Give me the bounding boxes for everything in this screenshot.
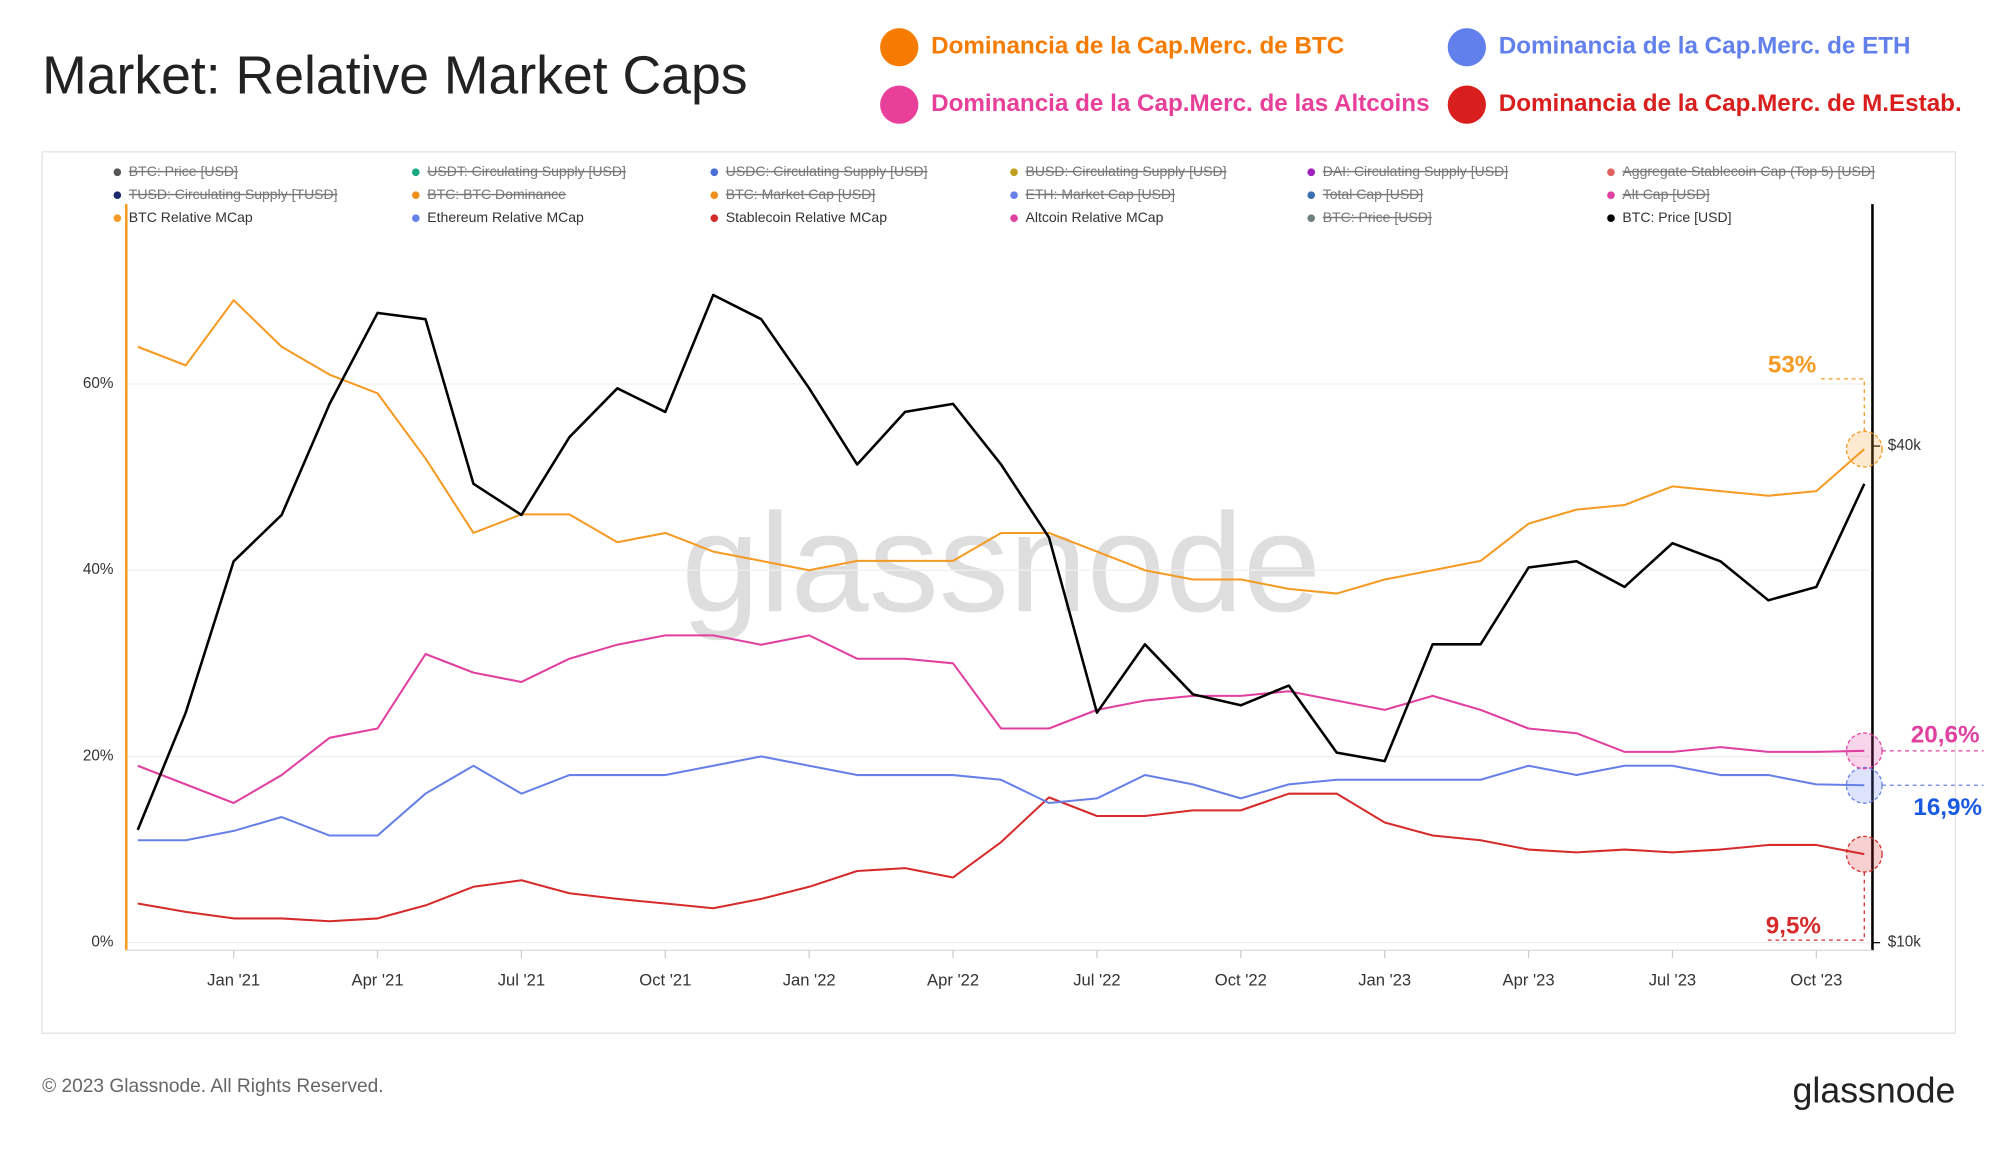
series-line (137, 634, 1865, 805)
legend-label: DAI: Circulating Supply [USD] (1323, 163, 1508, 179)
x-tick-label: Oct '23 (1790, 970, 1842, 989)
header-legend-dot (1447, 85, 1486, 124)
legend-label: BTC: Price [USD] (1622, 209, 1731, 225)
legend-label: BUSD: Circulating Supply [USD] (1026, 163, 1227, 179)
header-legend-dot (880, 28, 919, 67)
header-legend-label: Dominancia de la Cap.Merc. de las Altcoi… (931, 90, 1429, 117)
x-tick-label: Jul '21 (498, 970, 545, 989)
panel (41, 151, 1956, 1034)
x-tick-label: Jul '22 (1073, 970, 1120, 989)
end-marker (1845, 732, 1883, 770)
x-tick-label: Jan '21 (207, 970, 260, 989)
legend-dot (1010, 191, 1018, 200)
y-tick-label: 0% (91, 934, 114, 951)
x-tick-label: Oct '21 (639, 970, 691, 989)
series-line (136, 293, 1866, 831)
x-tick-label: Jan '23 (1358, 970, 1411, 989)
series-line (137, 755, 1865, 842)
legend-dot (411, 168, 420, 177)
legend-dot (710, 191, 719, 200)
legend-label: BTC: Price [USD] (129, 163, 238, 179)
legend-label: BTC: BTC Dominance (427, 186, 566, 202)
annotation-label: 9,5% (1766, 913, 1821, 940)
copyright: © 2023 Glassnode. All Rights Reserved. (42, 1076, 384, 1097)
x-tick-label: Apr '23 (1503, 970, 1555, 989)
legend-label: BTC Relative MCap (129, 209, 253, 225)
legend-dot (411, 191, 420, 200)
x-tick-label: Jan '22 (783, 970, 836, 989)
y2-tick-label: $10k (1888, 934, 1922, 951)
annotation-leader (1817, 378, 1865, 432)
legend-dot (1307, 168, 1316, 177)
legend-dot (1307, 214, 1316, 222)
legend-label: BTC: Market Cap [USD] (726, 186, 876, 202)
legend-label: USDC: Circulating Supply [USD] (726, 163, 928, 179)
y-tick-label: 40% (83, 561, 114, 578)
legend-label: Stablecoin Relative MCap (726, 209, 887, 225)
legend-dot (113, 214, 122, 222)
y-tick-label: 20% (83, 747, 114, 764)
legend-dot (1607, 168, 1615, 177)
legend-dot (710, 214, 719, 222)
legend-dot (113, 168, 122, 177)
x-tick-label: Oct '22 (1215, 970, 1267, 989)
annotation-label: 16,9% (1913, 794, 1982, 821)
end-marker (1845, 430, 1883, 468)
series-line (137, 792, 1865, 923)
legend-label: Ethereum Relative MCap (427, 209, 584, 225)
header-legend-label: Dominancia de la Cap.Merc. de ETH (1499, 33, 1911, 60)
legend-label: Aggregate Stablecoin Cap (Top 5) [USD] (1622, 163, 1874, 179)
header-legend-label: Dominancia de la Cap.Merc. de BTC (931, 33, 1344, 60)
legend-dot (1010, 168, 1018, 177)
legend-label: BTC: Price [USD] (1323, 209, 1432, 225)
chart-title: Market: Relative Market Caps (42, 46, 747, 105)
legend-dot (411, 214, 420, 222)
x-tick-label: Apr '21 (352, 970, 404, 989)
legend-dot (113, 191, 122, 200)
legend-label: USDT: Circulating Supply [USD] (427, 163, 626, 179)
header-legend-dot (880, 85, 919, 124)
end-marker (1845, 835, 1883, 873)
end-marker (1845, 766, 1883, 804)
legend-dot (1607, 191, 1615, 200)
legend-dot (710, 168, 719, 177)
legend-label: ETH: Market Cap [USD] (1026, 186, 1176, 202)
legend-label: Alt Cap [USD] (1622, 186, 1709, 202)
annotation-label: 53% (1768, 352, 1816, 379)
x-tick-label: Jul '23 (1649, 970, 1696, 989)
legend-label: TUSD: Circulating Supply [TUSD] (129, 186, 338, 202)
legend-dot (1307, 191, 1316, 200)
logo: glassnode (1793, 1071, 1956, 1111)
x-tick-label: Apr '22 (927, 970, 979, 989)
y2-tick-label: $40k (1888, 437, 1922, 454)
header-legend-label: Dominancia de la Cap.Merc. de M.Estab. (1499, 90, 1962, 117)
annotation-label: 20,6% (1911, 721, 1980, 748)
header-legend-dot (1447, 28, 1486, 67)
legend-dot (1607, 214, 1615, 222)
series-line (137, 299, 1865, 595)
watermark: glassnode (681, 484, 1321, 641)
legend-label: Altcoin Relative MCap (1026, 209, 1164, 225)
legend-label: Total Cap [USD] (1323, 186, 1423, 202)
annotation-leader (1767, 872, 1865, 941)
y-tick-label: 60% (83, 375, 114, 392)
legend-dot (1010, 214, 1018, 222)
